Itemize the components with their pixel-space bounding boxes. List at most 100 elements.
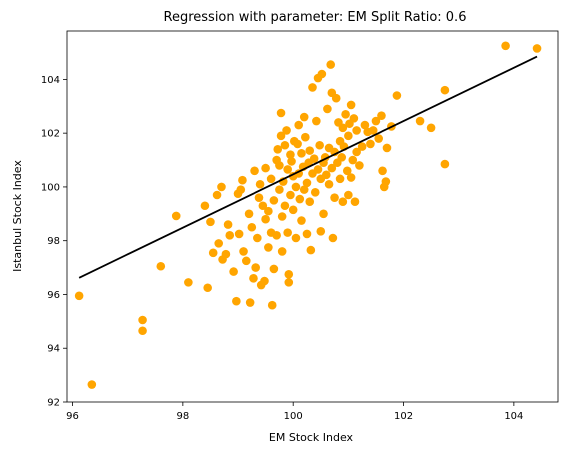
- scatter-point: [341, 110, 350, 119]
- scatter-point: [371, 116, 381, 126]
- scatter-point: [316, 226, 326, 236]
- scatter-point: [315, 140, 324, 150]
- scatter-point: [253, 233, 262, 243]
- scatter-point: [308, 83, 317, 92]
- scatter-point: [295, 194, 305, 204]
- chart-title: Regression with parameter: EM Split Rati…: [164, 10, 467, 25]
- scatter-point: [426, 123, 436, 133]
- regression-line-layer: [78, 55, 538, 279]
- scatter-point: [221, 249, 231, 259]
- scatter-point: [242, 256, 251, 266]
- x-axis-ticks: 96 98 100 102 104: [66, 402, 523, 422]
- scatter-point: [277, 212, 287, 221]
- scatter-point: [291, 233, 301, 243]
- scatter-point: [382, 143, 392, 153]
- scatter-point: [261, 214, 270, 224]
- scatter-point: [260, 276, 269, 286]
- scatter-point: [328, 233, 338, 243]
- scatter-point: [366, 139, 375, 149]
- y-tick-label: 102: [41, 129, 60, 140]
- scatter-point: [346, 173, 356, 182]
- scatter-point: [342, 166, 352, 176]
- y-tick-label: 92: [47, 398, 60, 409]
- scatter-point: [266, 174, 276, 184]
- x-tick-label: 98: [176, 411, 189, 422]
- regression-line: [78, 55, 538, 279]
- scatter-point: [251, 263, 260, 272]
- scatter-point: [223, 220, 233, 229]
- scatter-point: [321, 170, 331, 180]
- scatter-point: [283, 165, 292, 174]
- scatter-point: [532, 44, 542, 53]
- scatter-point: [156, 261, 166, 271]
- scatter-point: [357, 142, 367, 151]
- scatter-point: [284, 270, 294, 279]
- x-tick-label: 100: [284, 411, 303, 422]
- scatter-point: [283, 228, 292, 237]
- scatter-point: [313, 165, 323, 174]
- scatter-point: [273, 144, 283, 154]
- scatter-point: [229, 267, 238, 276]
- scatter-point: [360, 120, 370, 130]
- scatter-point: [330, 193, 339, 202]
- scatter-point: [234, 229, 244, 239]
- y-tick-label: 98: [47, 236, 60, 247]
- scatter-point: [440, 85, 450, 95]
- scatter-point: [352, 147, 361, 157]
- scatter-point: [302, 229, 312, 239]
- scatter-point: [225, 231, 235, 240]
- scatter-point: [331, 93, 341, 103]
- scatter-point: [378, 166, 387, 176]
- scatter-point: [352, 126, 361, 135]
- y-tick-label: 94: [47, 344, 60, 355]
- scatter-point: [299, 185, 309, 194]
- scatter-point: [337, 153, 347, 162]
- axes-frame: [66, 30, 559, 403]
- scatter-point: [280, 201, 290, 211]
- scatter-point: [184, 278, 193, 287]
- scatter-point: [297, 149, 306, 158]
- x-tick-label: 104: [504, 411, 523, 422]
- scatter-point: [344, 190, 353, 200]
- scatter-point: [138, 315, 147, 325]
- scatter-point: [282, 126, 291, 135]
- scatter-point: [293, 139, 302, 149]
- scatter-point: [208, 248, 218, 258]
- scatter-point: [338, 197, 348, 207]
- scatter-point: [294, 120, 304, 130]
- scatter-point: [200, 201, 210, 211]
- scatter-point: [275, 161, 284, 170]
- scatter-point: [245, 298, 255, 307]
- scatter-point: [327, 163, 337, 173]
- scatter-point: [392, 91, 402, 100]
- scatter-point: [269, 264, 279, 274]
- scatter-point: [171, 211, 181, 221]
- scatter-point: [323, 104, 332, 114]
- scatter-point: [348, 155, 358, 165]
- scatter-point: [276, 131, 286, 141]
- scatter-point: [272, 231, 281, 240]
- scatter-point: [284, 278, 294, 287]
- scatter-point: [264, 206, 273, 216]
- y-tick-label: 104: [41, 75, 60, 86]
- scatter-point: [267, 300, 277, 310]
- scatter-point: [138, 326, 147, 336]
- scatter-point: [335, 174, 345, 184]
- scatter-point: [247, 222, 257, 232]
- scatter-point: [258, 201, 268, 211]
- scatter-point: [206, 217, 215, 227]
- scatter-point: [203, 283, 212, 293]
- scatter-point: [214, 239, 224, 248]
- scatter-point: [249, 274, 258, 283]
- scatter-point: [306, 245, 316, 255]
- y-tick-label: 100: [41, 182, 60, 193]
- scatter-point: [381, 177, 391, 186]
- scatter-point: [305, 197, 315, 207]
- scatter-point: [374, 134, 384, 143]
- scatter-point: [212, 190, 222, 200]
- scatter-point: [324, 179, 334, 189]
- scatter-point: [286, 190, 295, 200]
- scatter-point: [250, 166, 259, 176]
- y-tick-label: 96: [47, 290, 60, 301]
